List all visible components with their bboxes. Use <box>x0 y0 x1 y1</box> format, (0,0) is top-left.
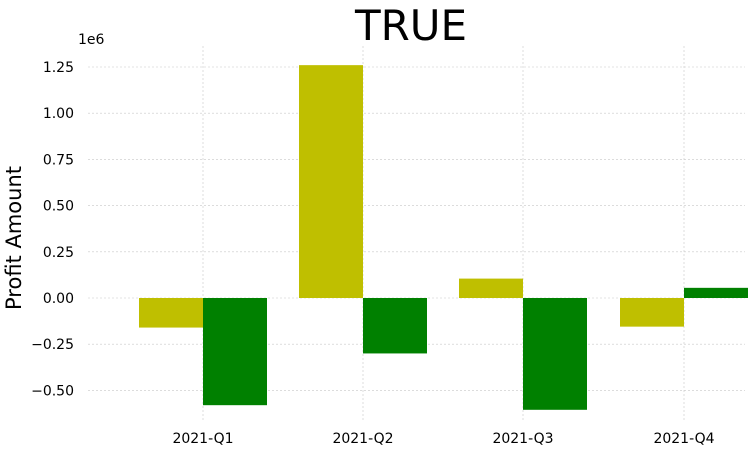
bars <box>139 65 748 410</box>
y-tick-label: 0.75 <box>43 152 74 168</box>
chart-title: TRUE <box>354 1 467 50</box>
y-tick-labels: −0.50 −0.25 0.00 0.25 0.50 0.75 1.00 1.25 <box>31 60 74 399</box>
y-tick-label: 1.00 <box>43 106 74 122</box>
bar <box>459 278 523 298</box>
y-axis-label: Profit Amount <box>2 166 26 310</box>
y-tick-label: 0.50 <box>43 199 74 215</box>
x-tick-label: 2021-Q2 <box>332 431 393 447</box>
y-tick-label: 1.25 <box>43 60 74 76</box>
y-tick-label: 0.00 <box>43 291 74 307</box>
y-tick-label: 0.25 <box>43 245 74 261</box>
bar <box>299 65 363 298</box>
bar <box>620 298 684 327</box>
x-tick-label: 2021-Q4 <box>653 431 714 447</box>
bar <box>139 298 203 328</box>
bar <box>363 298 427 354</box>
grid-lines <box>88 46 745 422</box>
x-tick-label: 2021-Q1 <box>172 431 233 447</box>
y-tick-label: −0.50 <box>31 383 74 399</box>
x-tick-label: 2021-Q3 <box>492 431 553 447</box>
bar <box>203 298 267 406</box>
x-tick-labels: 2021-Q1 2021-Q2 2021-Q3 2021-Q4 <box>172 431 714 447</box>
bar <box>684 287 748 298</box>
bar <box>523 298 587 410</box>
y-axis-offset-label: 1e6 <box>78 32 105 48</box>
y-tick-label: −0.25 <box>31 337 74 353</box>
